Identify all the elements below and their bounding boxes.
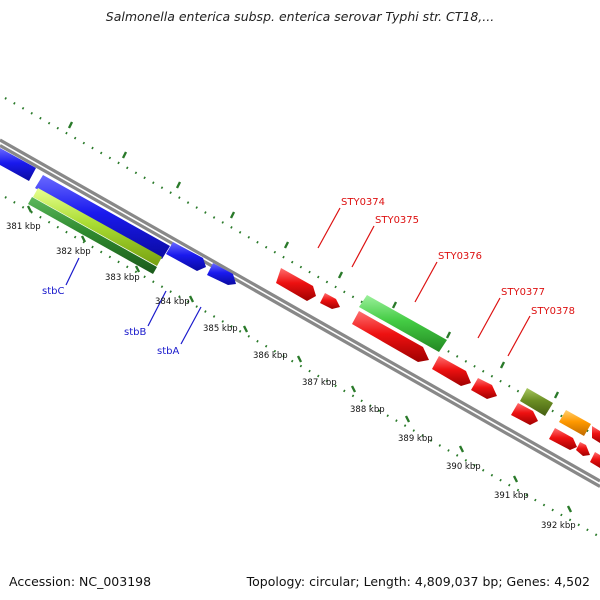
accession-text: Accession: NC_003198 [9,574,152,589]
leader-line-STY0378 [507,315,531,357]
gene-feature-green[interactable] [359,295,447,352]
gene-label-stbB[interactable]: stbB [124,327,146,338]
backbone-line [0,138,600,483]
tick-mark [242,325,249,333]
tick-mark [283,241,290,249]
gene-feature-red[interactable] [352,311,429,362]
tick-mark [134,265,141,273]
scale-labels: 381 kbp 382 kbp 383 kbp 384 kbp 385 kbp … [6,222,576,531]
gene-label-STY0376[interactable]: STY0376 [438,251,482,262]
gene-feature-red[interactable] [590,452,600,468]
gene-leader-lines [65,207,531,357]
genome-summary-text: Topology: circular; Length: 4,809,037 bp… [246,574,590,589]
scale-label: 389 kbp [398,434,433,444]
gene-feature-olive[interactable] [520,388,553,416]
gene-feature-lime[interactable] [33,188,162,266]
tick-mark [499,361,506,369]
tick-mark [229,211,236,219]
gene-label-STY0374[interactable]: STY0374 [341,197,385,208]
gene-feature-red[interactable] [471,378,497,399]
tick-mark [188,295,195,303]
gene-label-STY0375[interactable]: STY0375 [375,215,419,226]
gene-feature-red[interactable] [592,426,600,443]
leader-line-STY0377 [477,297,501,339]
leader-line-STY0374 [317,207,341,249]
tick-mark [80,235,87,243]
tick-mark [391,301,398,309]
tick-mark [350,385,357,393]
forward-strand-features[interactable] [0,148,600,443]
genome-backbone [0,138,600,488]
gene-feature-blue[interactable] [0,148,36,181]
gene-feature-darkgreen[interactable] [28,197,157,274]
scale-label: 390 kbp [446,462,481,472]
tick-mark [512,475,519,483]
gene-feature-red[interactable] [511,403,538,425]
scale-label: 384 kbp [155,297,190,307]
tick-mark [458,445,465,453]
leader-line-stbC [65,257,80,286]
scale-label: 386 kbp [253,351,288,361]
leader-line-STY0376 [414,261,438,303]
reverse-strand-features[interactable] [28,175,600,468]
gene-feature-orange[interactable] [559,410,591,436]
scale-label: 381 kbp [6,222,41,232]
gene-feature-red[interactable] [576,442,590,456]
gene-label-stbA[interactable]: stbA [157,346,179,357]
gene-feature-blue[interactable] [166,242,206,271]
tick-mark [121,151,128,159]
tick-mark [296,355,303,363]
scale-label: 383 kbp [105,273,140,283]
gene-label-stbC[interactable]: stbC [42,286,64,297]
map-title: Salmonella enterica subsp. enterica sero… [105,9,495,24]
dotted-guides [4,97,600,538]
leader-line-stbB [147,290,167,327]
gene-feature-red[interactable] [549,428,577,450]
tick-mark [175,181,182,189]
leader-line-STY0375 [351,225,375,268]
tick-marks [26,121,573,513]
scale-label: 387 kbp [302,378,337,388]
scale-label: 392 kbp [541,521,576,531]
backbone-line [0,144,600,488]
gene-feature-red[interactable] [432,356,471,386]
scale-label: 382 kbp [56,247,91,257]
gene-labels[interactable]: stbC stbB stbA STY0374 STY0375 STY0376 S… [42,197,575,357]
gene-feature-blue[interactable] [35,175,170,259]
gene-feature-red[interactable] [276,268,316,301]
leader-line-stbA [180,306,202,345]
tick-mark [404,415,411,423]
gene-label-STY0377[interactable]: STY0377 [501,287,545,298]
tick-mark [67,121,74,129]
tick-mark [337,271,344,279]
scale-label: 388 kbp [350,405,385,415]
tick-mark [26,205,33,213]
gene-label-STY0378[interactable]: STY0378 [531,306,575,317]
tick-mark [553,391,560,399]
gene-feature-red[interactable] [320,293,340,309]
tick-mark [445,331,452,339]
scale-label: 391 kbp [494,491,529,501]
outer-dotted-guide [4,97,600,439]
gene-feature-blue[interactable] [207,263,236,285]
tick-mark [566,505,573,513]
inner-dotted-guide [4,196,600,538]
scale-label: 385 kbp [203,324,238,334]
